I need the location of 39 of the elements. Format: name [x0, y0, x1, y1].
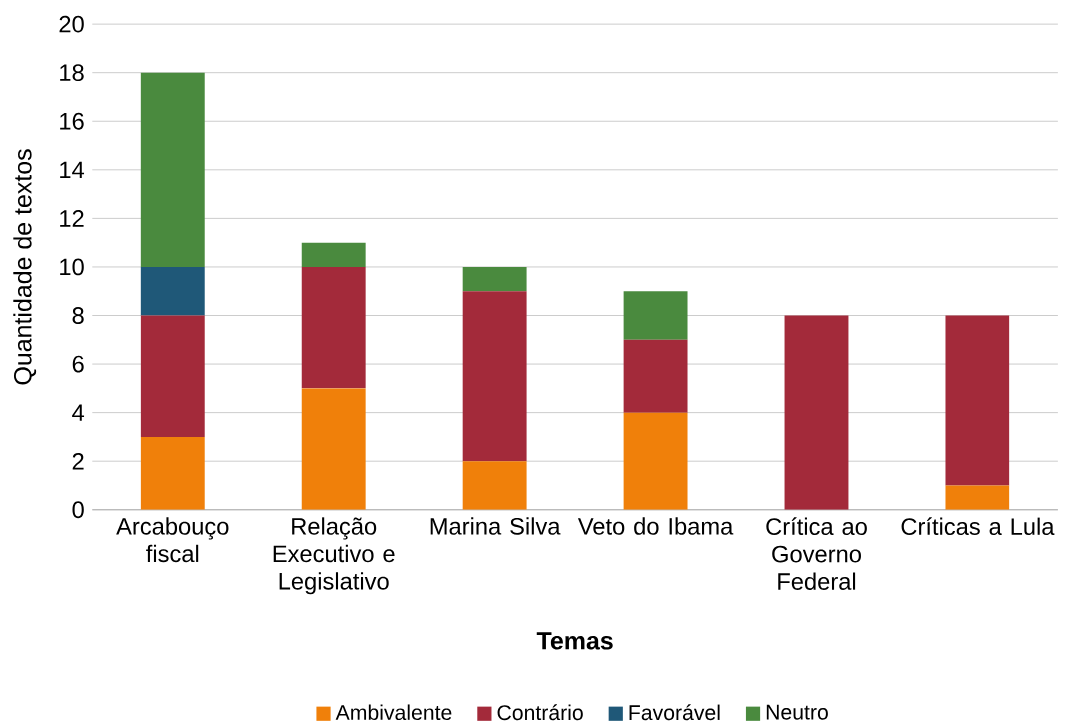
- bar: [301, 242, 366, 267]
- y-tick-label: 12: [60, 210, 84, 227]
- bar: [623, 291, 688, 340]
- x-tick-label: Arcabouço fiscal: [116, 517, 229, 563]
- x-tick-label: Veto do Ibama: [577, 517, 734, 535]
- x-tick-label: Marina Silva: [430, 517, 561, 535]
- x-tick-label: Relação Executivo e Legislativo: [273, 517, 395, 595]
- bar: [301, 388, 366, 510]
- legend-label: Contrário: [497, 704, 583, 721]
- bar: [945, 315, 1010, 486]
- y-tick-label: 4: [72, 404, 85, 421]
- y-tick-label: 18: [60, 64, 84, 82]
- bar: [140, 266, 205, 316]
- y-tick-label: 20: [59, 15, 84, 33]
- y-tick-label: 10: [60, 258, 84, 276]
- bar: [623, 339, 688, 413]
- y-tick-label: 0: [72, 501, 84, 519]
- y-tick-label: 2: [72, 452, 84, 470]
- bar: [301, 266, 366, 389]
- x-axis-title: Temas: [536, 632, 613, 650]
- legend-label: Ambivalente: [335, 704, 452, 720]
- y-tick-label: 16: [60, 112, 84, 130]
- bar: [140, 436, 205, 510]
- bar: [140, 72, 205, 267]
- bar: [623, 412, 688, 510]
- legend-label: Neutro: [766, 704, 828, 720]
- y-tick-label: 14: [60, 161, 85, 178]
- legend-label: Favorável: [629, 704, 720, 721]
- y-tick-label: 8: [72, 307, 84, 324]
- x-tick-label: Críticas a Lula: [901, 517, 1055, 535]
- bar: [462, 291, 527, 462]
- x-tick-label: Crítica ao Governo Federal: [766, 517, 867, 590]
- bar: [462, 266, 527, 292]
- y-tick-label: 6: [72, 355, 84, 373]
- bar: [462, 461, 527, 510]
- y-axis-title: Quantidade de textos: [13, 149, 37, 385]
- bar: [784, 315, 849, 510]
- bar: [140, 315, 205, 437]
- bar: [945, 485, 1010, 510]
